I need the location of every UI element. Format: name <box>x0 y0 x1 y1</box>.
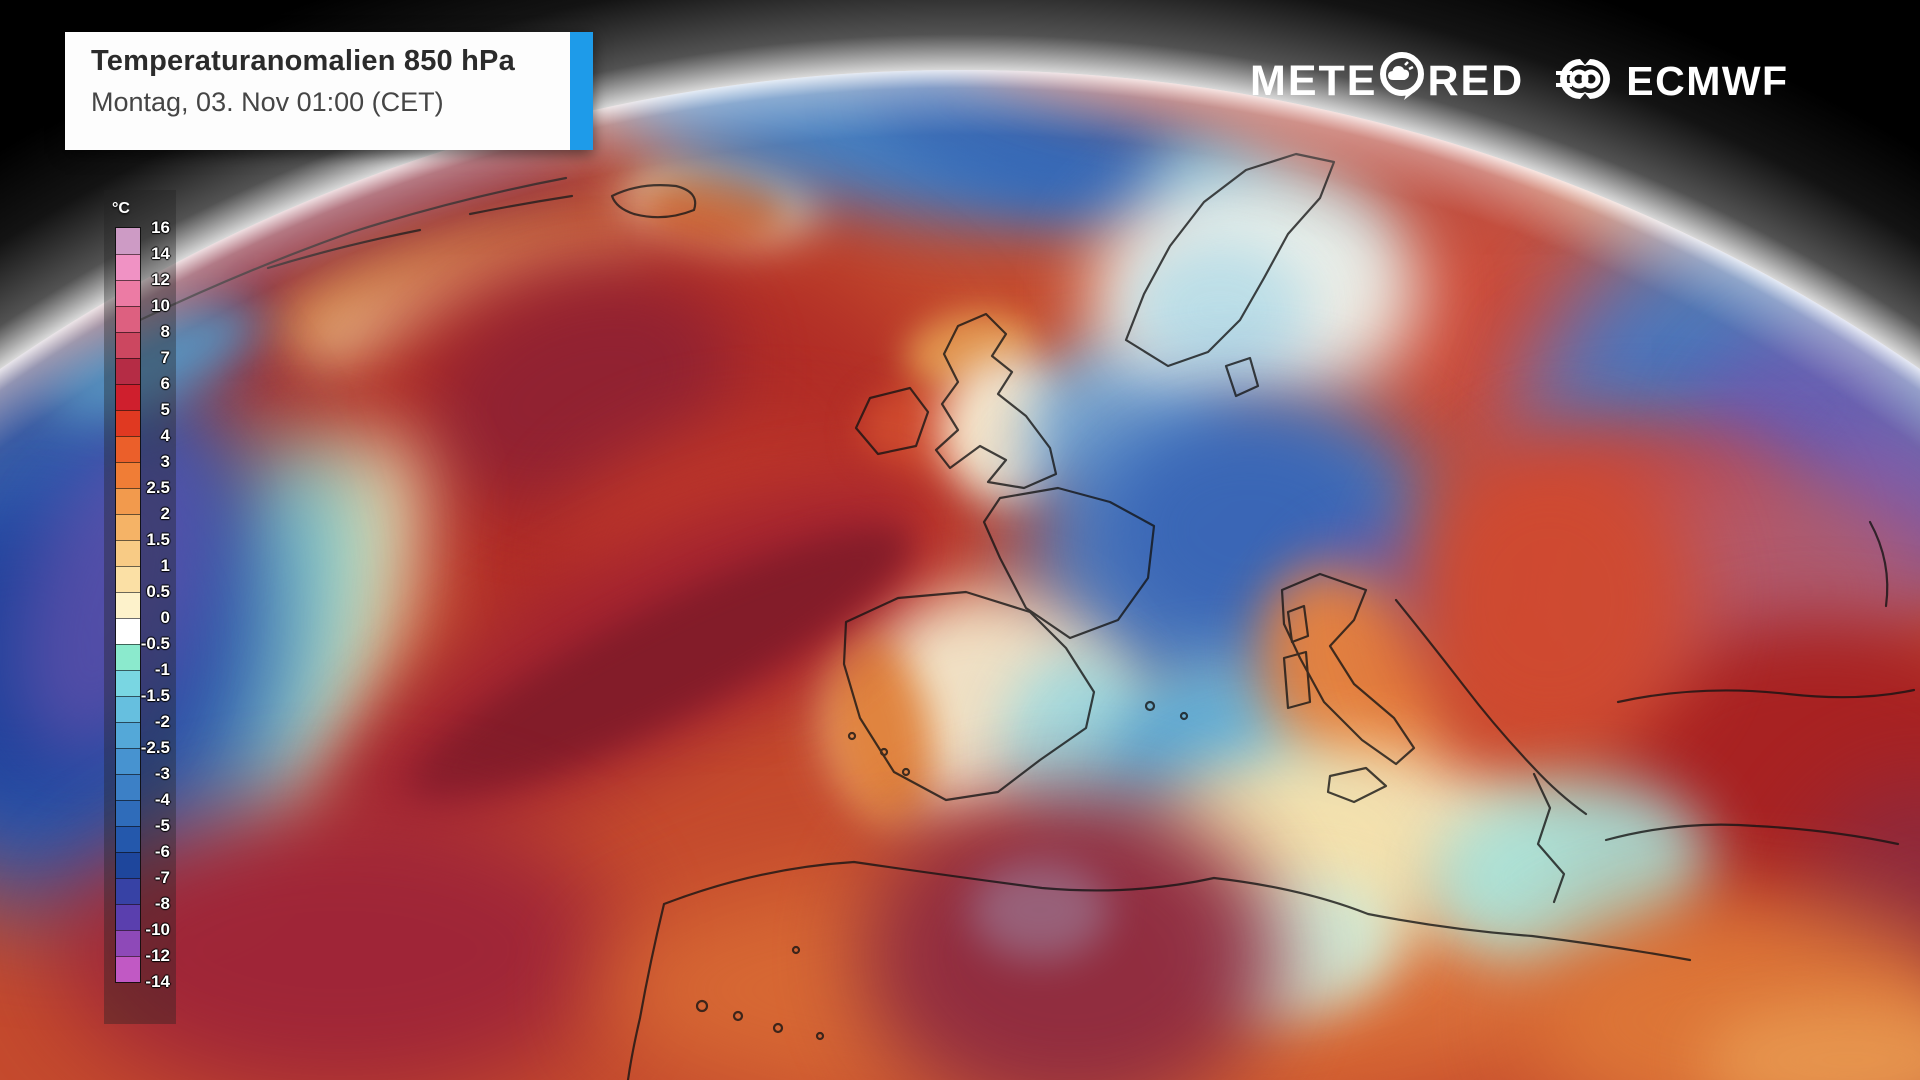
france-coast <box>982 486 1156 640</box>
scale-swatch <box>116 800 140 826</box>
scale-swatch <box>116 930 140 956</box>
scale-tick-label: 2 <box>160 504 170 523</box>
scale-tick-label: -1.5 <box>140 686 170 705</box>
scale-swatch <box>116 852 140 878</box>
scale-tick-label: 0.5 <box>146 582 170 601</box>
temperature-anomaly-map <box>0 70 1920 1080</box>
scale-swatch <box>116 956 140 982</box>
scale-tick-label: -2 <box>154 712 170 731</box>
ecmwf-emblem-icon <box>1554 56 1616 107</box>
meteored-text-pre: METE <box>1250 56 1378 105</box>
scale-swatch <box>116 722 140 748</box>
atlantic-islands <box>695 700 1189 1041</box>
scale-tick-labels: 16 14 12 10 8 7 6 5 4 3 2.5 2 1.5 1 0.5 0 -0.5 -1 -1.5 -2 -2… <box>104 218 170 991</box>
scale-swatch <box>116 774 140 800</box>
scale-tick-label: 12 <box>151 270 170 289</box>
globe <box>0 70 1920 1080</box>
iberia-coast <box>842 590 1096 802</box>
scale-tick-label: 0 <box>160 608 170 627</box>
scale-swatch <box>116 462 140 488</box>
scale-unit-label: °C <box>112 200 130 217</box>
scale-swatch <box>116 826 140 852</box>
scale-tick-label: -1 <box>154 660 170 679</box>
scale-swatch <box>116 878 140 904</box>
sicily-coast <box>1326 766 1388 804</box>
scale-tick-label: -14 <box>145 972 170 991</box>
scandinavia-coast <box>1124 152 1336 368</box>
scale-tick-label: -12 <box>145 946 170 965</box>
turkey-coast <box>1604 823 1900 846</box>
title-card: Temperaturanomalien 850 hPa Montag, 03. … <box>65 32 593 150</box>
scale-tick-label: -0.5 <box>140 634 170 653</box>
scale-tick-label: -4 <box>154 790 170 809</box>
scale-swatch <box>116 644 140 670</box>
scale-tick-label: 10 <box>151 296 170 315</box>
map-title: Temperaturanomalien 850 hPa <box>91 45 515 77</box>
scale-tick-label: 7 <box>160 348 170 367</box>
corsica-coast <box>1286 604 1310 644</box>
scale-swatch <box>116 566 140 592</box>
scale-tick-label: 8 <box>160 322 170 341</box>
scale-tick-label: -10 <box>145 920 170 939</box>
black-sea-coast <box>1616 688 1916 704</box>
scale-tick-label: -8 <box>154 894 170 913</box>
branding: METE RED ECMWF <box>1250 51 1789 107</box>
scale-tick-label: -7 <box>154 868 170 887</box>
scale-swatch <box>116 410 140 436</box>
meteored-cloud-bubble-icon <box>1379 51 1425 111</box>
scale-tick-label: -6 <box>154 842 170 861</box>
scale-swatch <box>116 436 140 462</box>
adriatic-coast <box>1394 598 1588 816</box>
scale-tick-label: 6 <box>160 374 170 393</box>
scale-tick-label: 2.5 <box>146 478 170 497</box>
ireland-coast <box>854 386 930 456</box>
scale-tick-label: 14 <box>151 244 170 263</box>
scale-swatch <box>116 488 140 514</box>
ecmwf-text: ECMWF <box>1626 57 1789 104</box>
scale-swatch <box>116 618 140 644</box>
scale-tick-label: -5 <box>154 816 170 835</box>
coastlines-overlay <box>138 152 1916 1080</box>
accent-bar <box>570 32 593 150</box>
scale-swatch <box>116 592 140 618</box>
sardinia-coast <box>1282 650 1312 710</box>
scale-swatch <box>116 358 140 384</box>
scale-swatch <box>116 384 140 410</box>
greenland-coast <box>138 176 568 322</box>
greenland-coast-2 <box>266 194 574 270</box>
iceland-coast <box>610 184 697 219</box>
caspian-coast <box>1868 520 1889 608</box>
scale-swatch <box>116 306 140 332</box>
scale-swatch <box>116 904 140 930</box>
scale-tick-label: -3 <box>154 764 170 783</box>
scale-swatch <box>116 696 140 722</box>
ecmwf-logo: ECMWF <box>1554 56 1788 107</box>
scale-tick-label: -2.5 <box>140 738 170 757</box>
scale-swatch <box>116 254 140 280</box>
uk-coast <box>934 312 1058 490</box>
italy-coast <box>1280 572 1416 766</box>
scale-swatch <box>116 280 140 306</box>
scale-swatch <box>116 748 140 774</box>
scale-colorbar <box>115 227 141 983</box>
north-africa-coast <box>626 860 1692 1080</box>
scale-swatch <box>116 332 140 358</box>
meteored-logo: METE RED <box>1250 51 1525 111</box>
scale-swatch <box>116 670 140 696</box>
meteored-text-post: RED <box>1427 56 1525 105</box>
scale-swatch <box>116 540 140 566</box>
temperature-scale: °C 16 14 12 10 8 7 6 5 4 3 2.5 2 1.5 1 0.5 0 -0.5 -1 -1.5 -… <box>104 190 176 1024</box>
scale-swatch <box>116 228 140 254</box>
title-card-text: Temperaturanomalien 850 hPa Montag, 03. … <box>65 32 570 150</box>
scale-tick-label: 16 <box>151 218 170 237</box>
denmark-coast <box>1224 356 1260 398</box>
scale-tick-label: 4 <box>160 426 170 445</box>
scale-swatch <box>116 514 140 540</box>
scale-tick-label: 3 <box>160 452 170 471</box>
scale-tick-label: 1 <box>160 556 170 575</box>
map-datetime: Montag, 03. Nov 01:00 (CET) <box>91 87 444 117</box>
scale-tick-label: 5 <box>160 400 170 419</box>
scale-tick-label: 1.5 <box>146 530 170 549</box>
